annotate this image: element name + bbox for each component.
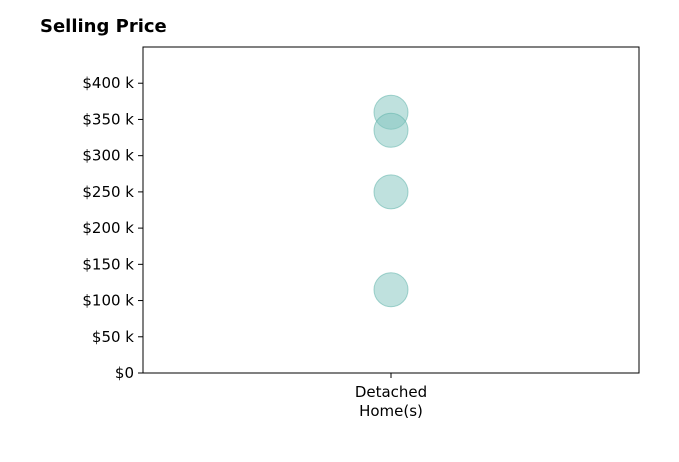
y-tick-label: $50 k xyxy=(92,328,134,346)
y-tick-label: $0 xyxy=(115,364,134,382)
y-tick-label: $100 k xyxy=(82,292,134,310)
chart-title: Selling Price xyxy=(40,16,167,37)
data-point xyxy=(373,272,409,308)
y-tick-label: $250 k xyxy=(82,183,134,201)
x-tick-label: Detached Home(s) xyxy=(355,383,427,420)
y-tick-label: $200 k xyxy=(82,219,134,237)
x-axis: Detached Home(s) xyxy=(355,373,427,420)
y-tick-label: $300 k xyxy=(82,147,134,165)
data-point xyxy=(373,112,409,148)
y-tick-label: $150 k xyxy=(82,255,134,273)
data-point xyxy=(373,174,409,210)
y-axis: $0 $50 k $100 k $150 k $200 k $250 k $300 k $35… xyxy=(82,74,143,382)
y-tick-label: $400 k xyxy=(82,74,134,92)
data-points xyxy=(373,94,409,308)
y-tick-label: $350 k xyxy=(82,110,134,128)
